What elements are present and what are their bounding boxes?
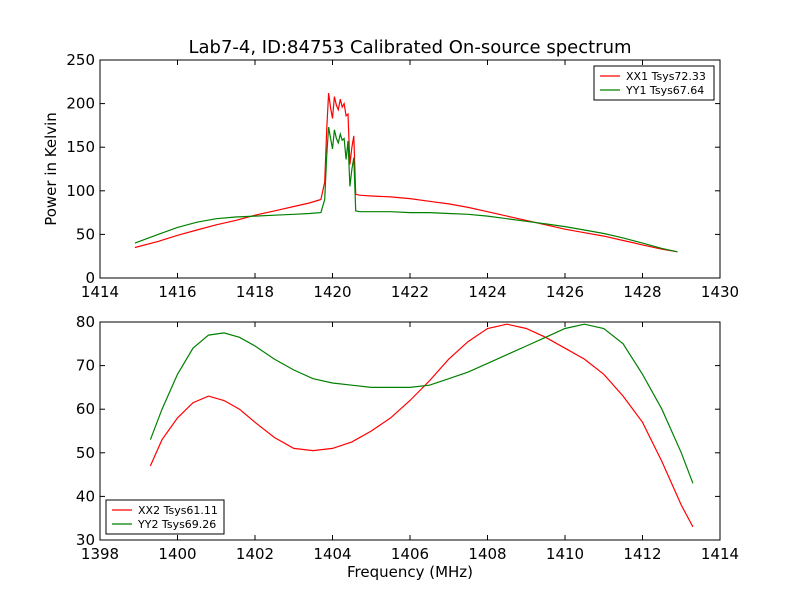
- top-plot: 1414 1416 1418 1420 1422 1424 1426 1428 1430 0 50 1…: [66, 51, 739, 301]
- y-axis-label: Power in Kelvin: [42, 112, 60, 226]
- series-line-1-1: [149, 323, 694, 484]
- x-tick-label-0-8: 1430: [701, 283, 739, 301]
- x-tick-label-0-2: 1418: [236, 283, 274, 301]
- y-tick-label-0-0: 0: [85, 269, 95, 287]
- y-tick-label-0-4: 200: [66, 95, 95, 113]
- x-tick-label-0-6: 1426: [546, 283, 584, 301]
- x-tick-label-1-7: 1412: [623, 545, 661, 563]
- legend-label-0-1: YY1 Tsys67.64: [625, 84, 704, 97]
- x-tick-label-1-3: 1404: [313, 545, 351, 563]
- bottom-plot: 1398 1400 1402 1404 1406 1408 1410 1412 1414 30 40…: [76, 313, 739, 563]
- legend-box-1: [105, 499, 225, 535]
- x-tick-label-1-5: 1408: [468, 545, 506, 563]
- x-tick-label-1-4: 1406: [391, 545, 429, 563]
- plot-frame-0: [99, 59, 721, 279]
- y-tick-label-0-2: 100: [66, 182, 95, 200]
- y-tick-label-1-3: 60: [76, 400, 95, 418]
- x-tick-label-1-0: 1398: [81, 545, 119, 563]
- plot-frame-1: [99, 321, 721, 541]
- x-tick-label-0-0: 1414: [81, 283, 119, 301]
- y-tick-label-1-1: 40: [76, 487, 95, 505]
- x-tick-label-1-2: 1402: [236, 545, 274, 563]
- legend-box-0: [593, 65, 715, 101]
- y-tick-label-0-1: 50: [76, 225, 95, 243]
- y-tick-label-0-3: 150: [66, 138, 95, 156]
- x-tick-label-1-8: 1414: [701, 545, 739, 563]
- legend-label-0-0: XX1 Tsys72.33: [626, 70, 706, 83]
- y-tick-label-0-5: 250: [66, 51, 95, 69]
- y-tick-label-1-0: 30: [76, 531, 95, 549]
- y-tick-label-1-5: 80: [76, 313, 95, 331]
- x-axis-label: Frequency (MHz): [347, 563, 473, 581]
- x-tick-label-0-4: 1422: [391, 283, 429, 301]
- series-line-0-1: [134, 126, 678, 253]
- legend-label-1-1: YY2 Tsys69.26: [137, 518, 216, 531]
- x-tick-label-0-5: 1424: [468, 283, 506, 301]
- x-tick-label-0-7: 1428: [623, 283, 661, 301]
- x-tick-label-1-6: 1410: [546, 545, 584, 563]
- legend-label-1-0: XX2 Tsys61.11: [138, 504, 218, 517]
- y-tick-label-1-2: 50: [76, 444, 95, 462]
- x-tick-label-1-1: 1400: [158, 545, 196, 563]
- series-line-1-0: [149, 323, 694, 528]
- x-tick-label-0-1: 1416: [158, 283, 196, 301]
- y-tick-label-1-4: 70: [76, 357, 95, 375]
- x-tick-label-0-3: 1420: [313, 283, 351, 301]
- chart-title: Lab7-4, ID:84753 Calibrated On-source sp…: [188, 37, 631, 58]
